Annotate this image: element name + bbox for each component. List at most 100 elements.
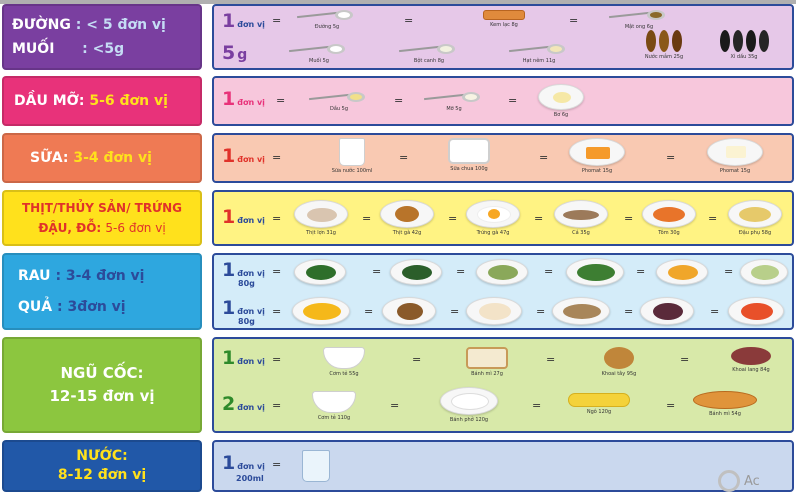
salt-unit-text: g [237,47,248,63]
fat-value: 5-6 đơn vị [89,92,168,109]
equals-sign: = [708,212,718,225]
item-caption: Hạt nêm 11g [522,58,556,64]
item-caption: Phomat 15g [719,168,751,174]
sugar-unit-text: đơn vị [237,20,265,29]
vegetable-label: RAU [18,267,51,284]
grain-unit-indicator-1: 1 đơn vị [222,349,265,368]
row-grain: NGŨ CỐC: 12-15 đơn vị 1 đơn vị = Cơm tẻ … [0,337,796,433]
meat-unit-text: đơn vị [237,216,265,225]
water-label: NƯỚC: [76,448,128,464]
watermark-text: Ac [744,473,760,489]
sugar-unit-indicator: 1 đơn vị [222,12,265,31]
food-item: Sữa nước 100ml [317,138,387,174]
food-item: Thịt lợn 31g [286,200,356,236]
food-item: Muối 5g [284,42,354,64]
water-glass-icon [302,450,330,482]
fruit-plate-icon [292,297,350,325]
row-milk: SỮA: 3-4 đơn vị 1 đơn vị = Sữa nước 100m… [0,133,796,183]
equals-sign: = [448,212,458,225]
row-meat: THỊT/THỦY SẢN/ TRỨNG ĐẬU, ĐỖ: 5-6 đơn vị… [0,190,796,246]
meat-unit-indicator: 1 đơn vị [222,208,265,227]
item-caption: Khoai tây 95g [601,371,637,377]
label-panel-milk: SỮA: 3-4 đơn vị [2,133,202,183]
equals-sign: = [390,399,400,412]
salt-unit-number: 5 [222,42,236,64]
equals-sign: = [399,151,409,164]
food-item: Cơm tẻ 55g [309,347,379,377]
spoon-icon [424,90,484,104]
item-caption: Ngô 120g [586,409,612,415]
milk-unit-indicator: 1 đơn vị [222,147,265,166]
baguette-icon [693,391,757,409]
item-caption: Cá 35g [572,230,590,236]
food-item: Bột canh 8g [394,42,464,64]
rice-bowl-icon [323,347,365,369]
equals-sign: = [272,14,282,27]
item-caption: Bánh mì 54g [709,411,741,417]
equals-sign: = [272,305,282,318]
spoon-icon [289,42,349,56]
label-panel-grain: NGŨ CỐC: 12-15 đơn vị [2,337,202,433]
examples-panel-milk: 1 đơn vị = Sữa nước 100ml = Sữa chua 100… [212,133,794,183]
food-item: Nước mắm 25g [629,30,699,60]
milk-value: 3-4 đơn vị [73,149,152,166]
equals-sign: = [272,399,282,412]
examples-panel-water: 1 đơn vị 200ml = [212,440,794,492]
item-caption: Bánh phở 120g [449,417,489,423]
fruit-plate-icon [728,297,784,325]
item-caption: Bánh mì 27g [471,371,503,377]
equals-sign: = [532,399,542,412]
grain-unit-number: 2 [222,393,236,415]
plate-icon [294,200,348,228]
equals-sign: = [456,265,466,278]
equals-sign: = [539,151,549,164]
fruit-unit-text: đơn vị [237,307,265,316]
equals-sign: = [624,212,634,225]
equals-sign: = [272,265,282,278]
equals-sign: = [666,399,676,412]
equals-sign: = [362,212,372,225]
fruit-value: : 3đơn vị [56,298,126,315]
corn-icon [568,393,630,407]
spoon-icon [509,42,569,56]
sweet-potato-icon [731,347,771,365]
item-caption: Dầu 5g [329,106,349,112]
vegetable-unit-text: đơn vị [237,269,265,278]
food-item: Hạt nêm 11g [504,42,574,64]
watermark: Ac [718,470,760,492]
meat-value: 5-6 đơn vị [105,220,166,235]
water-unit-volume: 200ml [236,474,264,483]
fruit-plate-icon [552,297,610,325]
item-caption: Mật ong 6g [624,24,654,30]
equals-sign: = [272,353,282,366]
food-item: Kem lạc 8g [469,8,539,28]
fat-label: DẦU MỠ: [14,92,85,109]
plate-icon [728,200,782,228]
watermark-logo-icon [718,470,740,492]
label-panel-veg-fruit: RAU : 3-4 đơn vị QUẢ : 3đơn vị [2,253,202,330]
food-item: Tôm 30g [634,200,704,236]
vegetable-unit-weight: 80g [238,279,255,288]
plate-icon [569,138,625,166]
item-caption: Cơm tẻ 55g [329,371,359,377]
vegetable-unit-indicator: 1 đơn vị [222,261,265,280]
grain-unit-indicator-2: 2 đơn vị [222,395,265,414]
vegetable-value: : 3-4 đơn vị [55,267,145,284]
item-caption: Thịt lợn 31g [306,230,336,236]
vegetable-plate-icon [740,259,788,285]
item-caption: Kem lạc 8g [490,22,518,28]
food-item: Trứng gà 47g [458,200,528,236]
spoon-icon [609,8,669,22]
fruit-unit-weight: 80g [238,317,255,326]
plate-icon [554,200,608,228]
label-panel-water: NƯỚC: 8-12 đơn vị [2,440,202,492]
milk-glass-icon [339,138,365,166]
plate-icon [380,200,434,228]
fat-unit-text: đơn vị [237,98,265,107]
plate-icon [642,200,696,228]
food-item: Khoai lang 84g [716,347,786,373]
food-item: Bánh phở 120g [434,387,504,423]
water-unit-text: đơn vị [237,462,265,471]
vegetable-unit-number: 1 [222,259,236,281]
equals-sign: = [394,94,404,107]
